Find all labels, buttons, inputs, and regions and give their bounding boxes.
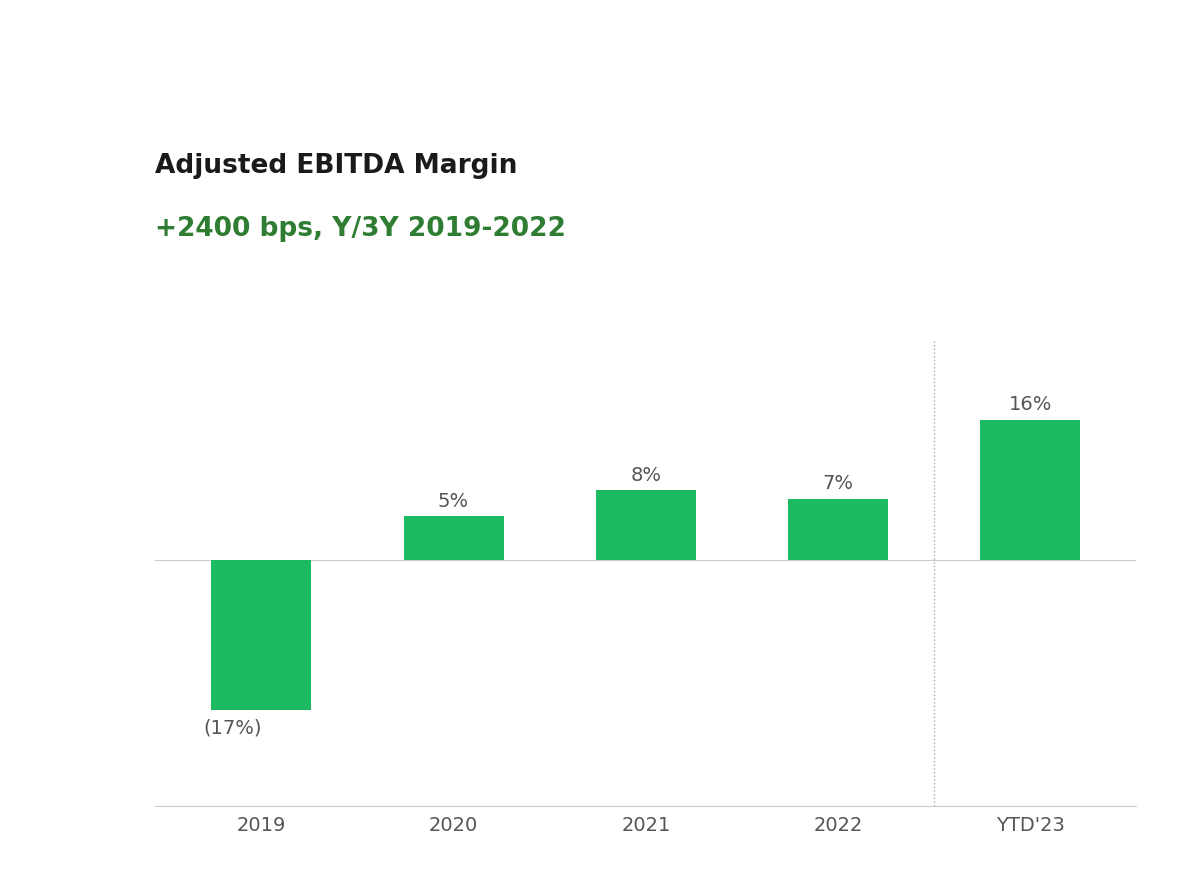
Text: +2400 bps, Y/3Y 2019-2022: +2400 bps, Y/3Y 2019-2022	[155, 216, 567, 242]
Bar	[212, 560, 311, 710]
Bar	[981, 419, 1080, 560]
Text: 8%: 8%	[630, 466, 661, 485]
Bar	[596, 490, 696, 560]
Text: Adjusted EBITDA Margin: Adjusted EBITDA Margin	[155, 153, 518, 179]
Bar	[788, 499, 889, 560]
Text: 5%: 5%	[438, 492, 469, 511]
Text: 16%: 16%	[1008, 395, 1052, 414]
Text: 7%: 7%	[823, 475, 854, 494]
Text: (17%): (17%)	[203, 719, 262, 737]
Bar	[403, 516, 504, 560]
